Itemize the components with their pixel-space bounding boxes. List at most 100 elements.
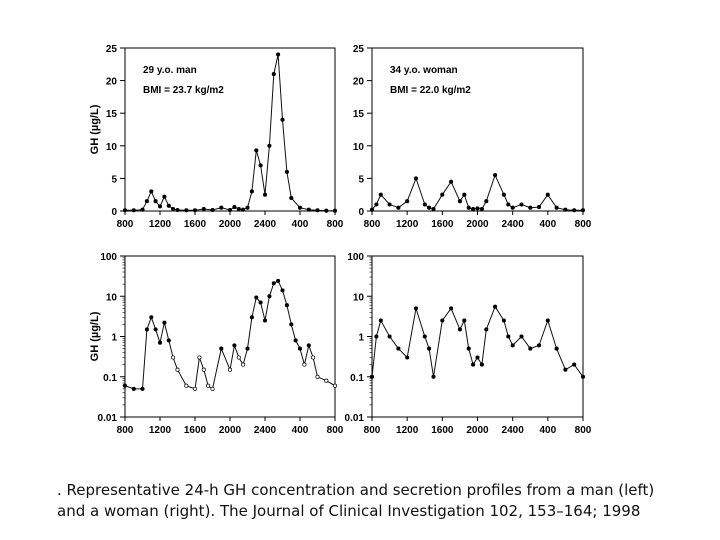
x-tick-label: 1600 — [431, 425, 454, 436]
data-point — [501, 318, 506, 323]
y-tick-label: 0.01 — [345, 413, 365, 424]
data-point — [149, 189, 154, 194]
data-point — [422, 202, 427, 207]
y-tick-label: 10 — [106, 292, 118, 303]
data-point — [306, 343, 311, 348]
caption-line-2: and a woman (right). The Journal of Clin… — [57, 502, 641, 520]
data-point — [501, 192, 506, 197]
series-line — [125, 54, 335, 212]
data-point — [276, 278, 281, 283]
data-point — [302, 362, 307, 367]
panel-annotation: BMI = 22.0 kg/m2 — [390, 85, 471, 96]
data-point — [431, 374, 436, 379]
series-line — [124, 280, 336, 390]
data-point — [422, 334, 427, 339]
x-tick-label: 1200 — [396, 219, 419, 230]
data-point — [249, 189, 254, 194]
data-point — [262, 318, 268, 323]
data-point — [267, 294, 272, 299]
data-point — [131, 208, 136, 213]
data-point — [545, 192, 550, 197]
data-point — [387, 334, 392, 339]
data-point — [563, 367, 568, 372]
plot-frame — [124, 255, 336, 418]
data-point — [431, 206, 436, 212]
x-tick-label: 2400 — [254, 425, 277, 436]
x-tick-label: 1200 — [396, 425, 419, 436]
data-point — [510, 205, 515, 210]
x-tick-label: 400 — [539, 425, 556, 436]
data-point — [245, 346, 250, 351]
y-tick-label: 0 — [111, 207, 117, 218]
y-axis-label: GH (µg/L) — [89, 311, 101, 361]
x-tick-label: 800 — [364, 425, 381, 436]
data-point — [479, 362, 484, 367]
chart-panel-1: 0 5 10 15 20 25 800 1200 1600 2000 2400 400 800 GH (µ… — [89, 44, 344, 230]
data-point — [227, 367, 233, 372]
data-point — [297, 205, 303, 210]
data-point — [267, 143, 272, 148]
data-point — [249, 315, 254, 320]
x-tick-label: 800 — [327, 219, 344, 230]
data-point — [271, 281, 276, 286]
data-point — [232, 343, 237, 348]
data-point — [149, 315, 154, 320]
data-point — [162, 194, 167, 199]
y-tick-label: 0.1 — [350, 373, 364, 384]
x-tick-label: 800 — [117, 219, 134, 230]
data-point — [427, 205, 432, 210]
panel-annotation: 29 y.o. man — [143, 65, 197, 76]
data-point — [241, 207, 246, 212]
data-point — [144, 199, 149, 204]
y-tick-label: 25 — [106, 44, 118, 55]
data-point — [175, 207, 180, 213]
data-point — [374, 334, 379, 339]
y-tick-label: 0 — [358, 207, 364, 218]
y-tick-label: 5 — [358, 174, 364, 185]
data-point — [519, 202, 524, 207]
data-point — [171, 206, 176, 212]
y-tick-label: 100 — [100, 252, 117, 263]
data-point — [484, 199, 489, 204]
data-point — [545, 318, 550, 323]
data-point — [140, 386, 145, 391]
data-point — [166, 203, 171, 208]
x-tick-label: 400 — [292, 425, 309, 436]
data-point — [157, 204, 163, 209]
data-point — [157, 340, 163, 345]
data-point — [280, 288, 285, 293]
data-point — [258, 300, 263, 305]
data-point — [471, 206, 476, 212]
data-point — [506, 202, 511, 207]
data-point — [506, 334, 511, 339]
panel-annotation: BMI = 23.7 kg/m2 — [143, 85, 224, 96]
x-tick-label: 800 — [575, 425, 592, 436]
data-point — [396, 205, 401, 210]
data-point — [580, 374, 586, 379]
data-point — [184, 208, 189, 213]
data-point — [219, 205, 224, 210]
plot-frame — [371, 255, 584, 418]
data-point — [284, 303, 289, 308]
data-point — [493, 173, 498, 178]
data-point — [572, 208, 577, 213]
y-tick-label: 1 — [358, 333, 364, 344]
data-point — [236, 355, 241, 360]
data-point — [493, 304, 498, 309]
data-point — [324, 208, 329, 213]
data-point — [162, 320, 167, 325]
x-tick-label: 2000 — [466, 219, 489, 230]
y-tick-label: 20 — [353, 77, 365, 88]
data-point — [201, 367, 206, 372]
data-point — [528, 346, 533, 351]
data-point — [232, 205, 237, 210]
data-point — [462, 318, 467, 323]
y-tick-label: 10 — [106, 142, 118, 153]
data-point — [374, 202, 379, 207]
data-point — [479, 206, 484, 212]
x-tick-label: 2400 — [254, 219, 277, 230]
data-point — [131, 386, 136, 391]
data-point — [449, 306, 454, 311]
data-point — [236, 206, 241, 212]
